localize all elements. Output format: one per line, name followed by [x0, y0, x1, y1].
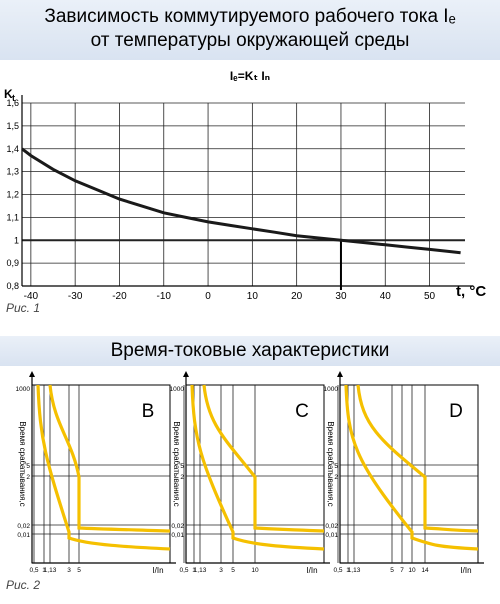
section1-banner: Зависимость коммутируемого рабочего тока… [0, 0, 500, 60]
x-tick-label: 50 [424, 291, 436, 302]
x-tick-label: 3 [67, 567, 71, 574]
x-tick-label: -40 [24, 291, 39, 302]
x-tick-label: 1 [346, 567, 350, 574]
x-tick-label: 10 [408, 567, 416, 574]
y-tick-label: 0,02 [325, 523, 338, 530]
x-tick-label: 0,5 [333, 567, 342, 574]
x-tick-label: 0,5 [179, 567, 188, 574]
section2-title: Время-токовые характеристики [110, 340, 390, 361]
trip-curve-upper [356, 384, 479, 533]
y-tick-label: 2 [180, 474, 184, 481]
y-tick-label: 0,9 [6, 258, 19, 268]
x-tick-label: 5 [231, 567, 235, 574]
y-tick-label: 1 [14, 235, 19, 245]
trip-chart-c [183, 371, 330, 564]
y-tick-label: 0,8 [6, 281, 19, 291]
x-tick-label: 1 [192, 567, 196, 574]
x-tick-label: -10 [157, 291, 172, 302]
x-axis-label: I/In [460, 566, 471, 575]
x-tick-label: 30 [335, 291, 347, 302]
formula-label: Iₑ=Kₜ Iₙ [230, 69, 270, 83]
y-tick-label: 1,5 [6, 121, 19, 131]
curve-letter: B [142, 401, 155, 422]
y-tick-label: 1,4 [6, 144, 19, 154]
curve-letter: D [449, 401, 463, 422]
y-tick-label: 0,02 [171, 523, 184, 530]
y-tick-label: 1,1 [6, 212, 19, 222]
y-tick-label: 5 [180, 463, 184, 470]
x-tick-label: 1,13 [194, 567, 207, 574]
y-tick-label: 5 [334, 463, 338, 470]
section2-banner: Время-токовые характеристики [0, 336, 500, 366]
trip-curve-upper [48, 384, 171, 533]
figure1-caption: Рис. 1 [6, 301, 41, 315]
y-tick-label: 5 [26, 463, 30, 470]
trip-chart-b [29, 371, 176, 564]
section1-title-line1: Зависимость коммутируемого рабочего тока… [44, 6, 456, 27]
y-axis-label-k: K [4, 87, 13, 101]
y-tick-label: 1000 [16, 386, 31, 393]
x-tick-label: 1,13 [44, 567, 57, 574]
section1-title-line2: от температуры окружающей среды [90, 30, 410, 51]
y-axis-label-sub: t [12, 93, 15, 103]
y-tick-label: 0,02 [17, 523, 30, 530]
y-tick-label: 0,01 [171, 532, 184, 539]
x-axis-label: I/In [152, 566, 163, 575]
y-tick-label: 1,2 [6, 190, 19, 200]
y-axis-arrow [183, 371, 189, 377]
trip-curve-lower [190, 384, 325, 551]
x-tick-label: 5 [77, 567, 81, 574]
x-tick-label: 0 [205, 291, 211, 302]
trip-chart-d [337, 371, 484, 564]
trip-curve-lower [344, 384, 479, 551]
x-tick-label: 10 [251, 567, 259, 574]
y-tick-label: 0,01 [325, 532, 338, 539]
x-tick-label: -20 [112, 291, 127, 302]
x-tick-label: 1,13 [348, 567, 361, 574]
y-tick-label: 2 [334, 474, 338, 481]
x-axis-label: I/In [306, 566, 317, 575]
x-tick-label: 3 [219, 567, 223, 574]
y-tick-label: 2 [26, 474, 30, 481]
y-axis-label: Время срабатывания,с [326, 421, 335, 506]
x-tick-label: 7 [400, 567, 404, 574]
x-tick-label: -30 [68, 291, 83, 302]
kt-curve [21, 147, 461, 255]
curve-letter: C [295, 401, 309, 422]
y-axis-arrow [29, 371, 35, 377]
x-tick-label: 10 [247, 291, 259, 302]
trip-curve-lower [36, 384, 171, 551]
x-tick-label: 5 [390, 567, 394, 574]
x-tick-label: 1 [42, 567, 46, 574]
y-tick-label: 1000 [170, 386, 185, 393]
y-tick-label: 0,01 [17, 532, 30, 539]
y-tick-label: 1,6 [6, 98, 19, 108]
y-axis-label: Время срабатывания,с [172, 421, 181, 506]
x-tick-label: 20 [291, 291, 303, 302]
y-axis-label: Время срабатывания,с [18, 421, 27, 506]
x-axis-label: t, °C [456, 283, 486, 300]
figure2-caption: Рис. 2 [6, 578, 41, 592]
y-tick-label: 1000 [324, 386, 339, 393]
y-tick-label: 1,3 [6, 167, 19, 177]
trip-curve-upper [202, 384, 325, 533]
x-tick-label: 14 [421, 567, 429, 574]
x-tick-label: 40 [380, 291, 392, 302]
x-tick-label: 0,5 [29, 567, 38, 574]
y-axis-arrow [337, 371, 343, 377]
